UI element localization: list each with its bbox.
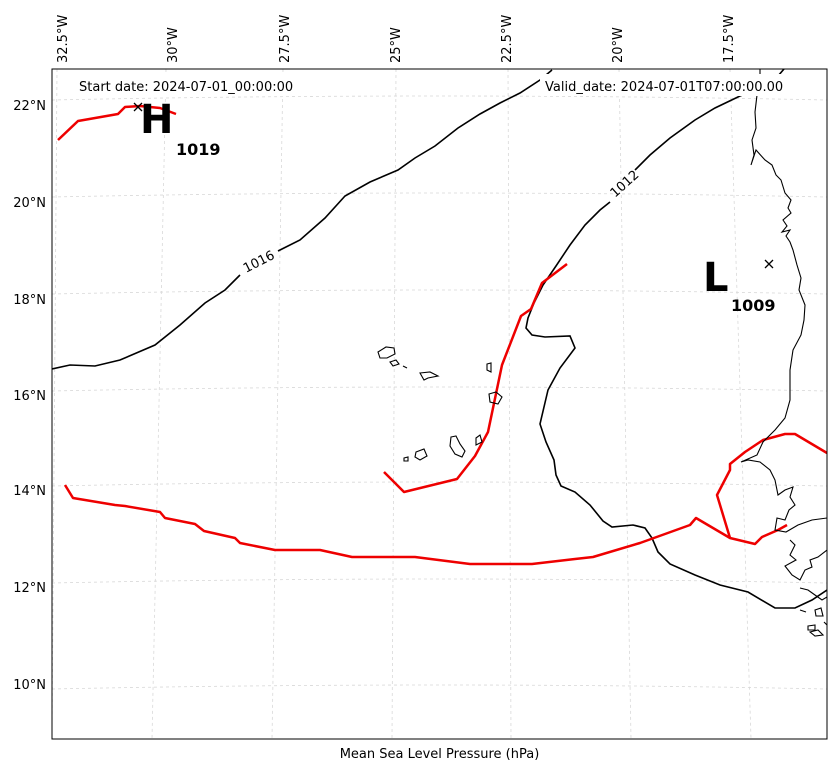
high-center-value: 1019: [176, 140, 221, 159]
island-maio: [475, 434, 483, 446]
island-santiago: [449, 435, 466, 458]
longitude-labels: 32.5°W 30°W 27.5°W 25°W 22.5°W 20°W 17.5…: [56, 15, 737, 63]
high-center-marker: [133, 102, 143, 112]
front-south: [63, 484, 788, 566]
island-santa-luzia: [402, 365, 408, 369]
island-boa-vista: [488, 391, 503, 405]
low-center-value: 1009: [731, 296, 776, 315]
latitude-labels: 22°N 20°N 18°N 16°N 14°N 12°N 10°N: [13, 99, 46, 693]
lat-label-14n: 14°N: [13, 484, 46, 499]
map-caption: Mean Sea Level Pressure (hPa): [339, 747, 540, 762]
isobar-1016-line: [52, 69, 553, 370]
island-sao-vicente: [389, 359, 400, 367]
west-africa-coastline: [740, 69, 827, 637]
lon-label-20w: 20°W: [611, 27, 626, 63]
lon-label-22-5w: 22.5°W: [500, 15, 515, 63]
lat-label-22n: 22°N: [13, 99, 46, 114]
isobar-1016-label: 1016: [241, 248, 277, 276]
pressure-centers: H 1019 L 1009: [133, 97, 776, 315]
graticule: [52, 69, 827, 739]
lat-label-12n: 12°N: [13, 581, 46, 596]
island-brava: [403, 456, 409, 462]
start-date-text: Start date: 2024-07-01_00:00:00: [79, 80, 293, 95]
fronts: [57, 104, 827, 566]
lat-label-18n: 18°N: [13, 293, 46, 308]
lon-label-27-5w: 27.5°W: [278, 15, 293, 63]
lat-label-10n: 10°N: [13, 678, 46, 693]
low-center-letter: L: [703, 255, 729, 301]
island-sal: [486, 362, 492, 373]
front-central: [383, 263, 568, 494]
island-fogo: [414, 448, 428, 461]
front-east: [715, 432, 827, 539]
lat-label-16n: 16°N: [13, 389, 46, 404]
valid-date-text: Valid_date: 2024-07-01T07:00:00.00: [545, 80, 783, 95]
low-center-marker: [764, 259, 774, 269]
island-santo-antao: [377, 346, 396, 359]
isobar-1012-label: 1012: [608, 168, 643, 201]
island-sao-nicolau: [419, 371, 440, 381]
lon-label-30w: 30°W: [166, 27, 181, 63]
front-north: [57, 104, 177, 141]
map-frame: [51, 68, 828, 740]
lat-label-20n: 20°N: [13, 196, 46, 211]
lon-label-25w: 25°W: [389, 27, 404, 63]
cape-verde-islands: [377, 346, 503, 462]
high-center-letter: H: [140, 97, 173, 143]
lon-label-32-5w: 32.5°W: [56, 15, 71, 63]
lon-label-17-5w: 17.5°W: [722, 15, 737, 63]
